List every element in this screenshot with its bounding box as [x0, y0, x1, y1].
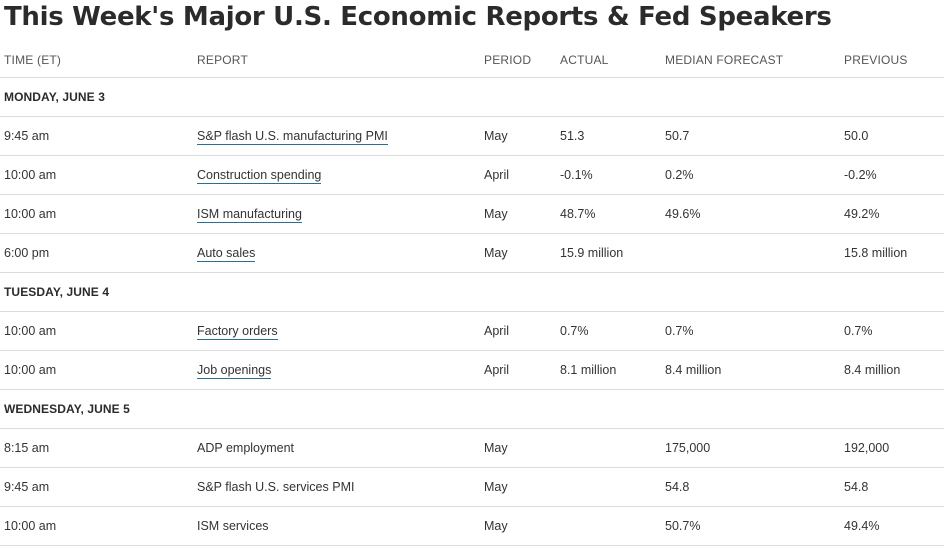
- day-header-row: MONDAY, JUNE 3: [0, 77, 944, 117]
- table-row: 9:45 am S&P flash U.S. services PMI May 54.…: [0, 467, 944, 507]
- cell-period: May: [480, 194, 556, 234]
- report-link[interactable]: ISM manufacturing: [197, 207, 302, 223]
- day-header-row: TUESDAY, JUNE 4: [0, 272, 944, 312]
- cell-actual: -0.1%: [556, 155, 661, 195]
- report-name: ISM services: [197, 519, 269, 533]
- cell-time: 10:00 am: [0, 350, 193, 390]
- cell-actual: 8.1 million: [556, 350, 661, 390]
- cell-median-forecast: 175,000: [661, 428, 840, 468]
- column-header-actual: ACTUAL: [556, 42, 661, 78]
- table-body: MONDAY, JUNE 3 9:45 am S&P flash U.S. manu…: [0, 77, 944, 546]
- cell-time: 9:45 am: [0, 116, 193, 156]
- report-name: S&P flash U.S. services PMI: [197, 480, 355, 494]
- cell-report: Job openings: [193, 350, 480, 390]
- cell-actual: [556, 467, 661, 507]
- cell-previous: 8.4 million: [840, 350, 944, 390]
- cell-report: Auto sales: [193, 233, 480, 273]
- day-label: WEDNESDAY, JUNE 5: [0, 389, 944, 429]
- report-link[interactable]: Factory orders: [197, 324, 278, 340]
- cell-previous: 54.8: [840, 467, 944, 507]
- cell-time: 6:00 pm: [0, 233, 193, 273]
- cell-previous: 0.7%: [840, 311, 944, 351]
- cell-median-forecast: [661, 233, 840, 273]
- cell-time: 8:15 am: [0, 428, 193, 468]
- table-row: 10:00 am Job openings April 8.1 million 8.4 …: [0, 350, 944, 390]
- cell-previous: 192,000: [840, 428, 944, 468]
- cell-period: May: [480, 116, 556, 156]
- cell-median-forecast: 54.8: [661, 467, 840, 507]
- column-header-time: TIME (ET): [0, 42, 193, 78]
- cell-actual: [556, 506, 661, 546]
- cell-actual: 0.7%: [556, 311, 661, 351]
- cell-median-forecast: 50.7: [661, 116, 840, 156]
- cell-previous: 49.2%: [840, 194, 944, 234]
- cell-report: ADP employment: [193, 428, 480, 468]
- cell-time: 9:45 am: [0, 467, 193, 507]
- day-label: TUESDAY, JUNE 4: [0, 272, 944, 312]
- column-header-period: PERIOD: [480, 42, 556, 78]
- table-row: 10:00 am ISM manufacturing May 48.7% 49.6% 49…: [0, 194, 944, 234]
- table-row: 10:00 am Factory orders April 0.7% 0.7% 0.7%: [0, 311, 944, 351]
- report-link[interactable]: Construction spending: [197, 168, 322, 184]
- cell-report: Construction spending: [193, 155, 480, 195]
- table-row: 6:00 pm Auto sales May 15.9 million 15.8 mil…: [0, 233, 944, 273]
- cell-previous: 49.4%: [840, 506, 944, 546]
- cell-report: ISM services: [193, 506, 480, 546]
- cell-report: Factory orders: [193, 311, 480, 351]
- day-header-row: WEDNESDAY, JUNE 5: [0, 389, 944, 429]
- report-name: ADP employment: [197, 441, 295, 455]
- cell-time: 10:00 am: [0, 311, 193, 351]
- cell-period: April: [480, 311, 556, 351]
- cell-period: April: [480, 350, 556, 390]
- page-title: This Week's Major U.S. Economic Reports …: [4, 2, 832, 32]
- cell-median-forecast: 8.4 million: [661, 350, 840, 390]
- table-row: 10:00 am Construction spending April -0.1% 0…: [0, 155, 944, 195]
- day-label: MONDAY, JUNE 3: [0, 77, 944, 117]
- cell-median-forecast: 0.2%: [661, 155, 840, 195]
- cell-report: S&P flash U.S. services PMI: [193, 467, 480, 507]
- cell-period: May: [480, 428, 556, 468]
- cell-median-forecast: 49.6%: [661, 194, 840, 234]
- table-row: 10:00 am ISM services May 50.7% 49.4%: [0, 506, 944, 546]
- cell-period: May: [480, 506, 556, 546]
- table-header-row: TIME (ET) REPORT PERIOD ACTUAL MEDIAN FO…: [0, 42, 944, 78]
- cell-report: ISM manufacturing: [193, 194, 480, 234]
- cell-median-forecast: 0.7%: [661, 311, 840, 351]
- report-link[interactable]: Auto sales: [197, 246, 256, 262]
- economic-calendar-table: TIME (ET) REPORT PERIOD ACTUAL MEDIAN FO…: [0, 42, 944, 546]
- cell-report: S&P flash U.S. manufacturing PMI: [193, 116, 480, 156]
- cell-time: 10:00 am: [0, 155, 193, 195]
- cell-previous: 50.0: [840, 116, 944, 156]
- cell-period: April: [480, 155, 556, 195]
- cell-time: 10:00 am: [0, 194, 193, 234]
- column-header-report: REPORT: [193, 42, 480, 78]
- column-header-median-forecast: MEDIAN FORECAST: [661, 42, 840, 78]
- table-row: 9:45 am S&P flash U.S. manufacturing PMI M…: [0, 116, 944, 156]
- cell-median-forecast: 50.7%: [661, 506, 840, 546]
- table-row: 8:15 am ADP employment May 175,000 192,000: [0, 428, 944, 468]
- report-link[interactable]: Job openings: [197, 363, 272, 379]
- cell-previous: 15.8 million: [840, 233, 944, 273]
- cell-previous: -0.2%: [840, 155, 944, 195]
- column-header-previous: PREVIOUS: [840, 42, 944, 78]
- cell-actual: 48.7%: [556, 194, 661, 234]
- cell-actual: 15.9 million: [556, 233, 661, 273]
- cell-period: May: [480, 467, 556, 507]
- cell-actual: [556, 428, 661, 468]
- cell-period: May: [480, 233, 556, 273]
- report-link[interactable]: S&P flash U.S. manufacturing PMI: [197, 129, 388, 145]
- cell-time: 10:00 am: [0, 506, 193, 546]
- cell-actual: 51.3: [556, 116, 661, 156]
